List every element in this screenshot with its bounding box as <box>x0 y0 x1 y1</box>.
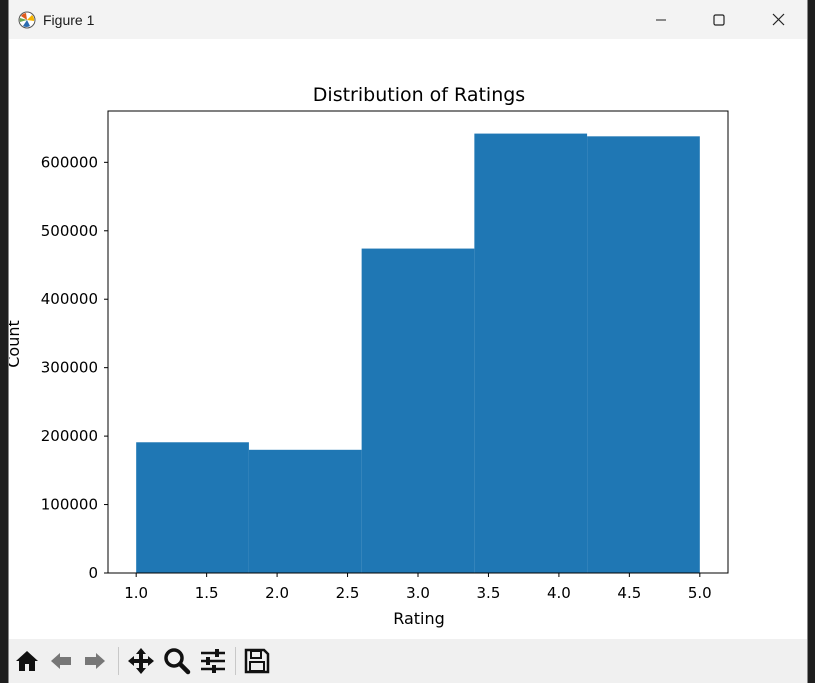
y-tick-label: 0 <box>88 564 98 582</box>
y-tick-label: 500000 <box>41 222 98 240</box>
y-tick-label: 200000 <box>41 427 98 445</box>
figure-canvas[interactable]: Distribution of Ratings Rating Count 1.0… <box>4 39 807 639</box>
home-icon <box>16 651 38 671</box>
x-ticks: 1.0 1.5 2.0 2.5 3.0 3.5 4.0 4.5 5.0 <box>124 573 712 602</box>
y-tick-label: 600000 <box>41 153 98 171</box>
x-axis-label: Rating <box>393 609 445 628</box>
y-axis-label: Count <box>9 320 23 368</box>
x-tick-label: 2.5 <box>336 584 360 602</box>
y-tick-label: 100000 <box>41 496 98 514</box>
x-tick-label: 1.0 <box>124 584 148 602</box>
navigation-toolbar <box>9 639 807 683</box>
title-bar: Figure 1 <box>9 0 807 39</box>
x-tick-label: 5.0 <box>688 584 712 602</box>
forward-button[interactable] <box>79 645 111 677</box>
pan-icon <box>128 648 154 674</box>
back-button[interactable] <box>45 645 77 677</box>
maximize-icon <box>713 13 725 26</box>
x-tick-label: 2.0 <box>265 584 289 602</box>
histogram-bar-3 <box>361 248 475 573</box>
x-tick-label: 1.5 <box>195 584 219 602</box>
back-icon <box>51 653 71 669</box>
histogram-bar-4 <box>474 133 588 573</box>
figure-window: Figure 1 Distribution of Ratings Rating … <box>4 0 808 683</box>
minimize-button[interactable] <box>632 0 690 39</box>
toolbar-separator <box>235 647 236 675</box>
toolbar-separator <box>118 647 119 675</box>
histogram-bar-2 <box>248 449 362 573</box>
save-button[interactable] <box>241 645 273 677</box>
pan-button[interactable] <box>125 645 157 677</box>
close-button[interactable] <box>749 0 807 39</box>
minimize-icon <box>656 19 666 20</box>
histogram-chart: Distribution of Ratings Rating Count 1.0… <box>4 84 729 628</box>
close-icon <box>772 13 784 26</box>
y-tick-label: 400000 <box>41 290 98 308</box>
configure-subplots-icon <box>201 649 225 673</box>
home-button[interactable] <box>11 645 43 677</box>
zoom-button[interactable] <box>161 645 193 677</box>
chart-title: Distribution of Ratings <box>313 84 525 106</box>
histogram-bar-1 <box>136 442 249 573</box>
histogram-bar-5 <box>587 136 700 573</box>
axes-frame <box>107 110 729 574</box>
window-title: Figure 1 <box>43 12 95 28</box>
zoom-icon <box>164 648 191 675</box>
configure-subplots-button[interactable] <box>197 645 229 677</box>
y-tick-label: 300000 <box>41 359 98 377</box>
matplotlib-logo-icon <box>18 11 36 29</box>
x-tick-label: 4.0 <box>547 584 571 602</box>
maximize-button[interactable] <box>690 0 748 39</box>
save-icon <box>244 648 270 674</box>
y-ticks: 0 100000 200000 300000 400000 500000 600000 <box>41 153 108 582</box>
bars-group <box>136 133 700 573</box>
forward-icon <box>85 653 105 669</box>
x-tick-label: 4.5 <box>617 584 641 602</box>
x-tick-label: 3.0 <box>406 584 430 602</box>
x-tick-label: 3.5 <box>477 584 501 602</box>
